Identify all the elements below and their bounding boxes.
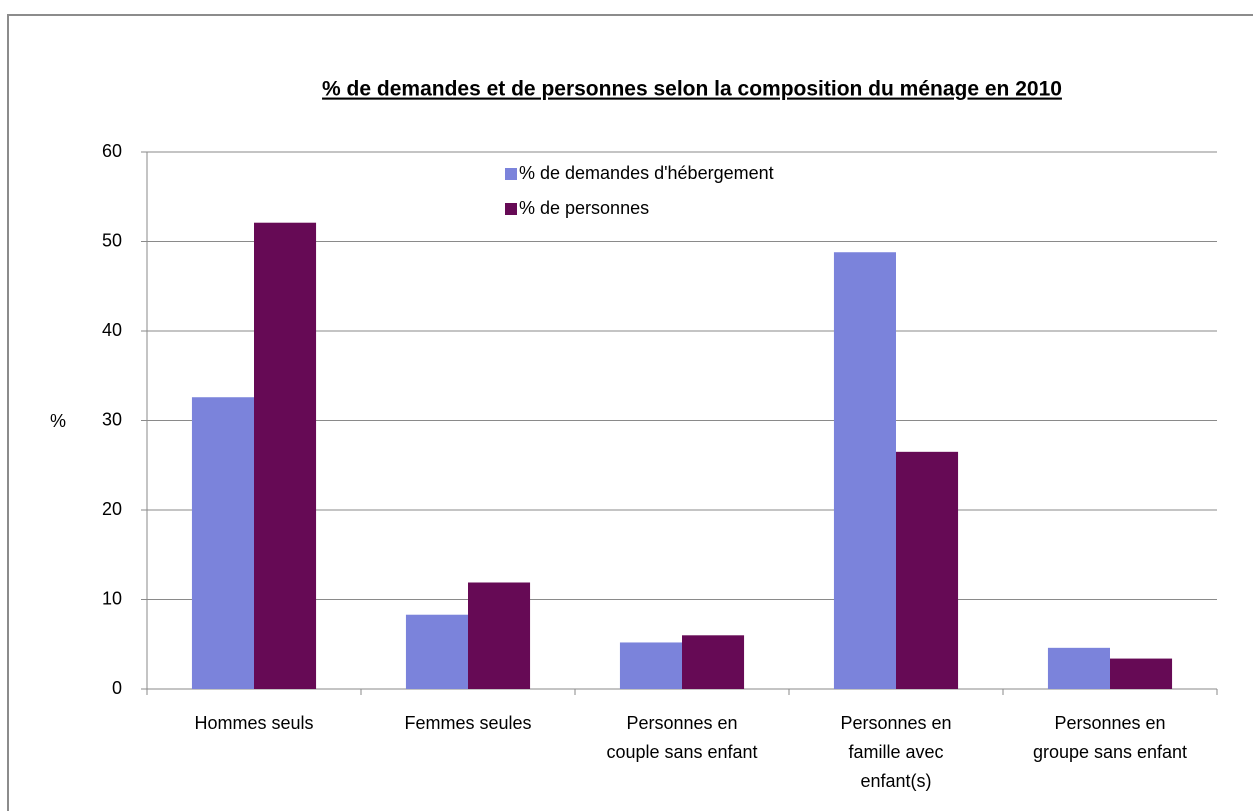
bar: [191, 397, 254, 689]
legend-swatch: [505, 168, 517, 180]
x-tick-label: Personnes en couple sans enfant: [606, 713, 757, 762]
y-tick-label: 50: [102, 230, 122, 250]
x-tick-label: Personnes en groupe sans enfant: [1033, 713, 1187, 762]
y-tick-label: 60: [102, 141, 122, 161]
y-tick-label: 0: [112, 678, 122, 698]
x-tick-label: Femmes seules: [404, 713, 531, 733]
legend-label: % de demandes d'hébergement: [519, 163, 774, 183]
bar: [833, 252, 896, 690]
bar: [682, 635, 745, 689]
x-tick-label: Personnes en famille avec enfant(s): [840, 713, 951, 791]
x-tick-label: Hommes seuls: [194, 713, 313, 733]
bar: [468, 582, 531, 689]
bar: [896, 451, 959, 689]
y-tick-label: 30: [102, 409, 122, 429]
frame: [7, 14, 1253, 811]
bar: [1110, 658, 1173, 689]
y-tick-label: 20: [102, 499, 122, 519]
bar: [254, 222, 317, 689]
legend-swatch: [505, 203, 517, 215]
legend-label: % de personnes: [519, 198, 649, 218]
bar: [619, 642, 682, 689]
y-tick-label: 40: [102, 320, 122, 340]
bar: [1047, 647, 1110, 689]
y-tick-label: 10: [102, 588, 122, 608]
chart-title: % de demandes et de personnes selon la c…: [322, 78, 1062, 101]
y-axis-label: %: [50, 411, 66, 431]
bar: [405, 614, 468, 689]
